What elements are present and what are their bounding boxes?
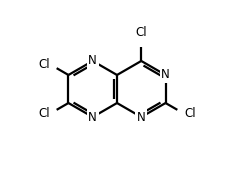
Text: N: N xyxy=(137,111,146,124)
Text: N: N xyxy=(88,111,97,124)
Text: Cl: Cl xyxy=(135,26,147,39)
Text: N: N xyxy=(161,69,170,82)
Text: Cl: Cl xyxy=(38,58,50,71)
Text: Cl: Cl xyxy=(38,107,50,120)
Text: Cl: Cl xyxy=(184,107,196,120)
Text: N: N xyxy=(88,54,97,67)
